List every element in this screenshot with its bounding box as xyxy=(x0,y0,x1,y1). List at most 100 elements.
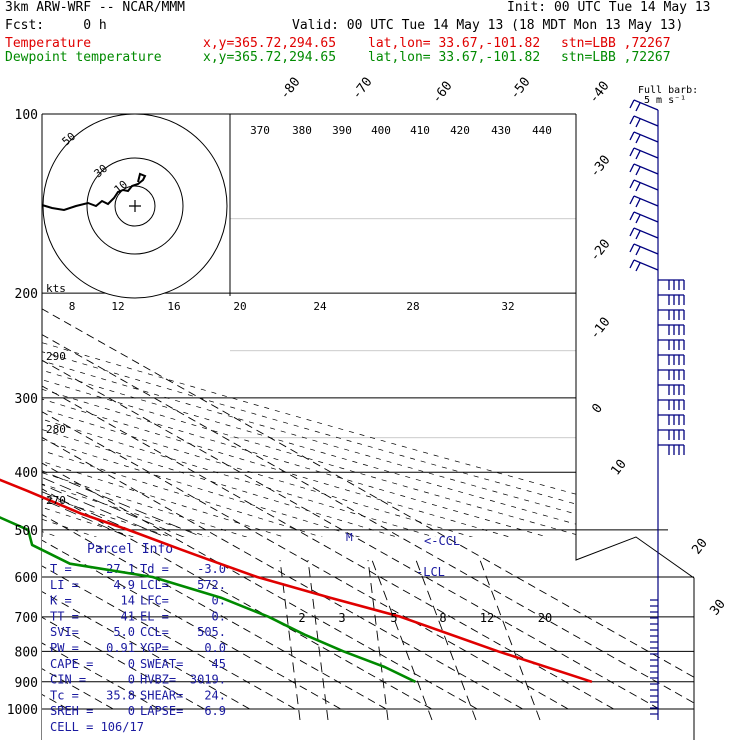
parcel-key: CIN = xyxy=(50,673,86,687)
wind-barb xyxy=(658,384,685,395)
profiles xyxy=(0,478,593,684)
wind-barb-flag xyxy=(629,195,635,205)
pressure-label: 100 xyxy=(15,108,38,123)
mixing-ratio-line xyxy=(367,559,389,721)
parcel-key: CCL= xyxy=(140,625,169,639)
isotherm-label: -80 xyxy=(277,75,303,103)
parcel-key: T = xyxy=(50,562,72,576)
wind-barb-flag xyxy=(629,259,635,269)
pressure-label: 200 xyxy=(15,287,38,302)
parcel-key: LFC= xyxy=(140,594,169,608)
wind-barb xyxy=(658,309,685,320)
pressure-label: 300 xyxy=(15,392,38,407)
panel-isotherm xyxy=(296,537,614,710)
annotation-lcl: -LCL xyxy=(416,565,445,579)
wind-barb xyxy=(658,369,685,380)
wind-barb xyxy=(629,115,659,128)
annotation-m: M xyxy=(346,531,353,544)
parcel-value: 41 xyxy=(121,609,135,623)
wind-barb-flag xyxy=(629,243,635,253)
hodo-center-icon xyxy=(129,200,141,212)
pressure-label: 800 xyxy=(15,645,38,660)
panel-hatch xyxy=(195,523,201,533)
mixing-ratio-line xyxy=(479,559,541,721)
dewpoint-latlon: lat,lon= 33.67,-101.82 xyxy=(368,50,541,65)
wind-barb xyxy=(658,414,685,425)
wind-barbs xyxy=(629,99,685,720)
parcel-key: K = xyxy=(50,594,72,608)
wind-barb xyxy=(629,147,659,160)
panel-isotherm xyxy=(42,537,341,710)
full-barb-unit: 5 m s⁻¹ xyxy=(644,95,686,106)
wind-barb xyxy=(658,429,685,440)
wind-barb-flag xyxy=(629,115,635,125)
dewpoint-profile xyxy=(0,516,416,683)
theta-label: 400 xyxy=(371,124,391,137)
temperature-legend: Temperature xyxy=(5,36,92,51)
parcel-key: CAPE = xyxy=(50,657,93,671)
valid-time: Valid: 00 UTC Tue 14 May 13 (18 MDT Mon … xyxy=(292,18,684,33)
wind-barb-staff xyxy=(633,163,659,175)
speed-label: 16 xyxy=(167,300,180,313)
panel-hatch xyxy=(405,523,411,533)
isotherm-label: 0 xyxy=(589,401,606,416)
wind-barb-flag xyxy=(635,118,641,128)
speed-label: 20 xyxy=(233,300,246,313)
wind-barb-staff xyxy=(633,259,659,271)
theta-label: 420 xyxy=(450,124,470,137)
panel-hatch xyxy=(555,523,561,533)
panel-hatch xyxy=(240,523,246,533)
parcel-value: 0.91 xyxy=(106,641,135,655)
wind-barb-staff xyxy=(633,131,659,143)
theta-label: 430 xyxy=(491,124,511,137)
parcel-cell: CELL = 106/17 xyxy=(50,720,144,734)
speed-label: 12 xyxy=(111,300,124,313)
wind-barb-flag xyxy=(629,163,635,173)
mixing-ratio-label: 8 xyxy=(439,611,446,625)
parcel-key: SREH = xyxy=(50,704,93,718)
isotherm-label: 10 xyxy=(608,457,629,479)
wind-barb-flag xyxy=(635,230,641,240)
wind-barb xyxy=(658,444,685,455)
isotherm-label: -50 xyxy=(507,75,533,103)
wind-barb-flag xyxy=(635,182,641,192)
parcel-value: 4.9 xyxy=(113,578,135,592)
dewpoint-xy: x,y=365.72,294.65 xyxy=(203,50,337,65)
parcel-key: LCL= xyxy=(140,578,169,592)
parcel-key: YGP= xyxy=(140,641,169,655)
wind-barb-staff xyxy=(633,147,659,159)
theta-label: 370 xyxy=(250,124,270,137)
panel-hatch xyxy=(600,523,606,533)
mixing-ratio-label: 20 xyxy=(538,611,552,625)
parcel-key: LI = xyxy=(50,578,79,592)
wind-barb-staff xyxy=(633,195,659,207)
panel-hatch xyxy=(360,523,366,533)
wind-barb xyxy=(629,99,659,112)
wind-barb xyxy=(629,195,659,208)
pressure-label: 500 xyxy=(15,524,38,539)
wind-barb xyxy=(629,227,659,240)
panel-hatch xyxy=(225,523,231,533)
isotherm-label: -40 xyxy=(586,79,612,107)
isotherm-label: -30 xyxy=(587,153,613,181)
panel-hatch xyxy=(570,523,576,533)
parcel-key: Tc = xyxy=(50,688,79,702)
panel-isotherm xyxy=(387,537,694,710)
parcel-value: 3019. xyxy=(190,673,226,687)
speed-label: 24 xyxy=(313,300,327,313)
wind-barb xyxy=(658,294,685,305)
wind-barb-staff xyxy=(633,115,659,127)
model-title: 3km ARW-WRF -- NCAR/MMM xyxy=(5,0,186,15)
wind-barb-flag xyxy=(635,150,641,160)
panel-isotherm xyxy=(68,537,387,710)
pressure-label: 700 xyxy=(15,611,38,626)
wind-barb-staff xyxy=(633,243,659,255)
wind-barb xyxy=(629,211,659,224)
panel-hatch xyxy=(615,523,621,533)
parcel-key: LAPSE= xyxy=(140,704,183,718)
annotation-ccl: <-CCL xyxy=(424,534,460,548)
parcel-key: TT = xyxy=(50,609,79,623)
wind-barb-staff xyxy=(633,211,659,223)
panel-bg xyxy=(42,537,694,740)
